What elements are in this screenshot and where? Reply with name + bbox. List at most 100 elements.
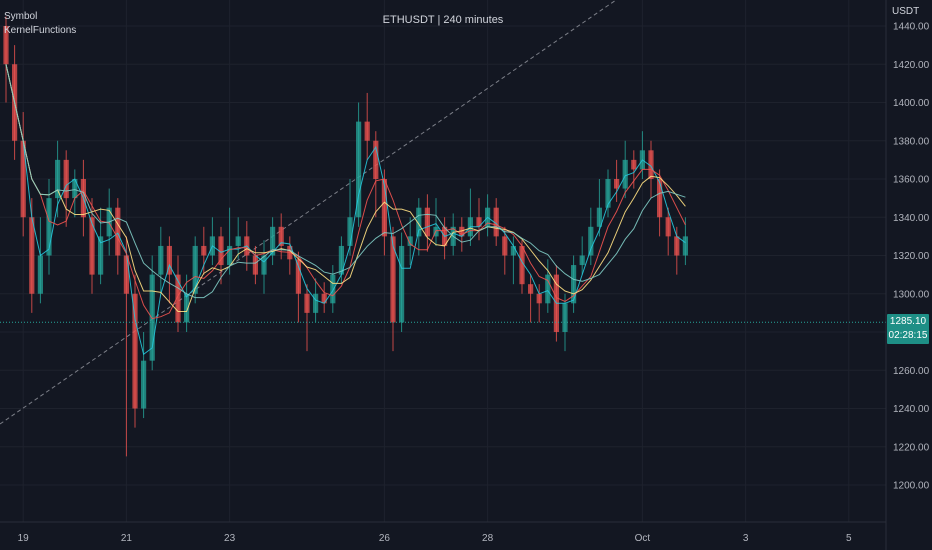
candle-body <box>98 236 104 275</box>
candle-body <box>37 255 43 294</box>
candle <box>588 207 594 266</box>
chart-title: ETHUSDT | 240 minutes <box>382 14 504 26</box>
moving-averages <box>5 64 686 356</box>
candle-body <box>347 217 353 246</box>
candle-body <box>20 140 26 218</box>
candle-body <box>571 265 577 304</box>
candle-body <box>166 245 172 275</box>
y-tick-label: 1360.00 <box>893 175 930 186</box>
candle-body <box>648 150 654 179</box>
candle-body <box>657 179 663 218</box>
price-tag-countdown: 02:28:15 <box>888 330 928 342</box>
candle-body <box>295 259 301 294</box>
candle <box>304 284 310 352</box>
candle-body <box>519 245 525 285</box>
candle-body <box>545 274 551 304</box>
x-tick-label: 5 <box>846 533 852 544</box>
candle <box>407 217 413 266</box>
y-tick-label: 1300.00 <box>893 289 930 300</box>
candle <box>201 226 207 275</box>
ma-line-mid <box>5 64 686 320</box>
trend-line[interactable] <box>0 0 617 425</box>
grid <box>0 0 886 522</box>
candle <box>476 198 482 241</box>
candle-body <box>510 245 516 256</box>
y-tick-label: 1420.00 <box>893 60 930 71</box>
legend-item-symbol[interactable]: Symbol <box>4 11 38 22</box>
candle <box>657 169 663 237</box>
candle <box>261 240 267 294</box>
candle <box>218 226 224 285</box>
candle <box>399 232 405 332</box>
candle-body <box>149 274 155 361</box>
candle <box>278 213 284 260</box>
candle <box>149 255 155 371</box>
candle-body <box>270 226 276 256</box>
candle-body <box>562 303 568 332</box>
candle-body <box>364 121 370 141</box>
candle <box>614 159 620 202</box>
x-tick-label: 21 <box>121 533 133 544</box>
price-tag: 1285.10 02:28:15 <box>887 314 929 345</box>
x-tick-label: 26 <box>379 533 391 544</box>
candle-body <box>184 293 190 323</box>
candle <box>338 236 344 285</box>
x-tick-label: 23 <box>224 533 236 544</box>
candle-body <box>278 226 284 246</box>
candle-body <box>304 293 310 313</box>
candle <box>270 217 276 266</box>
candle <box>184 274 190 332</box>
candle-body <box>63 159 69 199</box>
candle <box>416 198 422 256</box>
candle <box>485 194 491 237</box>
candle-body <box>381 179 387 237</box>
candle <box>72 169 78 218</box>
candle <box>37 217 43 304</box>
x-tick-label: Oct <box>635 533 651 544</box>
candle <box>192 236 198 304</box>
candle <box>364 92 370 160</box>
candle-body <box>227 245 233 266</box>
candle <box>596 179 602 237</box>
legend-item-kernel-functions[interactable]: KernelFunctions <box>4 25 77 36</box>
candle <box>519 240 525 294</box>
x-axis: 1921232628Oct357101214171921 <box>18 533 852 544</box>
candle <box>158 226 164 294</box>
candle <box>356 102 362 227</box>
candle <box>674 226 680 275</box>
candle-body <box>261 255 267 275</box>
y-tick-label: 1380.00 <box>893 136 930 147</box>
candle <box>528 274 534 323</box>
candle <box>390 226 396 352</box>
candle-body <box>356 121 362 218</box>
candle <box>510 236 516 285</box>
candle <box>20 112 26 237</box>
candle <box>433 198 439 246</box>
x-tick-label: 28 <box>482 533 494 544</box>
candle-body <box>459 226 465 237</box>
candle <box>493 198 499 246</box>
candle-body <box>424 207 430 237</box>
y-axis: 1200.001220.001240.001260.001280.001300.… <box>893 22 930 492</box>
candle-body <box>536 293 542 304</box>
candle-body <box>72 179 78 199</box>
candle <box>424 194 430 252</box>
candle-body <box>399 245 405 323</box>
candle-body <box>674 236 680 256</box>
y-tick-label: 1320.00 <box>893 251 930 262</box>
y-tick-label: 1400.00 <box>893 98 930 109</box>
candle-body <box>596 207 602 227</box>
candle <box>682 217 688 266</box>
candle-body <box>115 207 121 256</box>
candle-body <box>493 207 499 237</box>
candle-body <box>235 236 241 246</box>
candle-body <box>55 159 61 199</box>
y-tick-label: 1340.00 <box>893 213 930 224</box>
candle <box>665 207 671 256</box>
candle-body <box>682 236 688 256</box>
y-tick-label: 1200.00 <box>893 481 930 492</box>
candle-body <box>141 360 147 409</box>
candle-body <box>476 217 482 227</box>
